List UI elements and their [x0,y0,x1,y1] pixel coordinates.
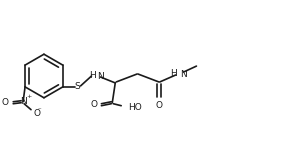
Text: +: + [27,94,32,99]
Text: HO: HO [128,103,142,112]
Text: O: O [1,98,8,107]
Text: O: O [34,109,41,118]
Text: N: N [181,69,187,79]
Text: ⁻: ⁻ [38,108,42,114]
Text: O: O [155,101,162,110]
Text: N: N [20,97,27,106]
Text: H: H [89,71,95,79]
Text: O: O [90,100,98,109]
Text: H: H [170,69,177,78]
Text: N: N [98,71,104,81]
Text: S: S [75,82,81,91]
